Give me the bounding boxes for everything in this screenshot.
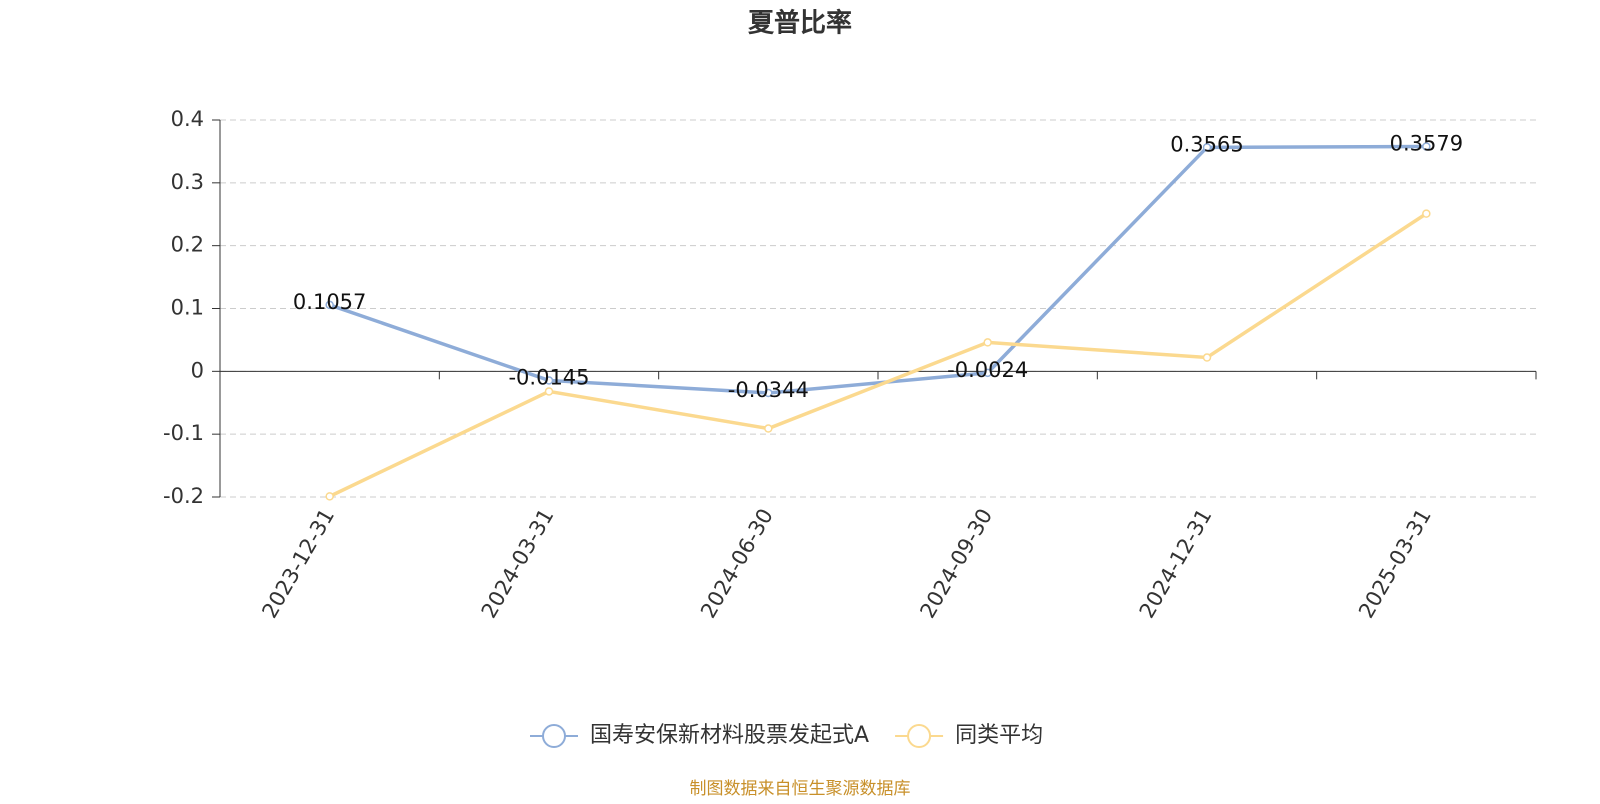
chart-title: 夏普比率 xyxy=(748,8,852,39)
data-label: -0.0344 xyxy=(728,378,809,402)
x-tick-label: 2023-12-31 xyxy=(257,505,339,623)
legend-marker xyxy=(542,724,566,748)
legend: 国寿安保新材料股票发起式A 同类平均 xyxy=(530,723,1043,748)
data-label: 0.3565 xyxy=(1170,132,1243,156)
y-tick-label: 0.4 xyxy=(171,107,204,131)
x-tick-label: 2025-03-31 xyxy=(1354,505,1436,623)
series-line xyxy=(328,212,1428,498)
data-label: -0.0024 xyxy=(947,358,1028,382)
y-tick-label: 0.1 xyxy=(171,296,204,320)
x-tick-label: 2024-12-31 xyxy=(1135,505,1217,623)
data-point xyxy=(1202,143,1212,152)
legend-label: 国寿安保新材料股票发起式A xyxy=(590,723,869,748)
data-point xyxy=(764,388,773,398)
data-label: 0.3579 xyxy=(1390,131,1463,155)
source-note: 制图数据来自恒生聚源数据库 xyxy=(690,779,911,799)
series-line xyxy=(329,144,1427,395)
y-tick-label: 0.2 xyxy=(171,233,204,257)
data-point xyxy=(764,424,773,433)
data-point xyxy=(544,387,554,396)
y-tick-label: -0.2 xyxy=(163,484,204,508)
legend-marker xyxy=(907,724,932,748)
data-point xyxy=(1422,142,1431,151)
data-point xyxy=(983,368,992,378)
legend-label: 同类平均 xyxy=(955,723,1043,748)
data-point xyxy=(544,376,554,385)
y-tick-label: 0.3 xyxy=(171,170,204,194)
x-tick-label: 2024-06-30 xyxy=(696,505,778,623)
data-label: 0.1057 xyxy=(293,290,366,314)
data-point xyxy=(325,492,334,501)
data-point xyxy=(1202,353,1212,362)
data-point xyxy=(325,300,334,310)
data-label: -0.0145 xyxy=(508,365,589,389)
data-point xyxy=(983,338,992,347)
x-tick-label: 2024-03-31 xyxy=(477,505,559,623)
y-tick-label: -0.1 xyxy=(163,421,204,445)
y-tick-label: 0 xyxy=(191,358,204,382)
data-point xyxy=(1422,209,1431,218)
x-tick-label: 2024-09-30 xyxy=(915,505,997,623)
